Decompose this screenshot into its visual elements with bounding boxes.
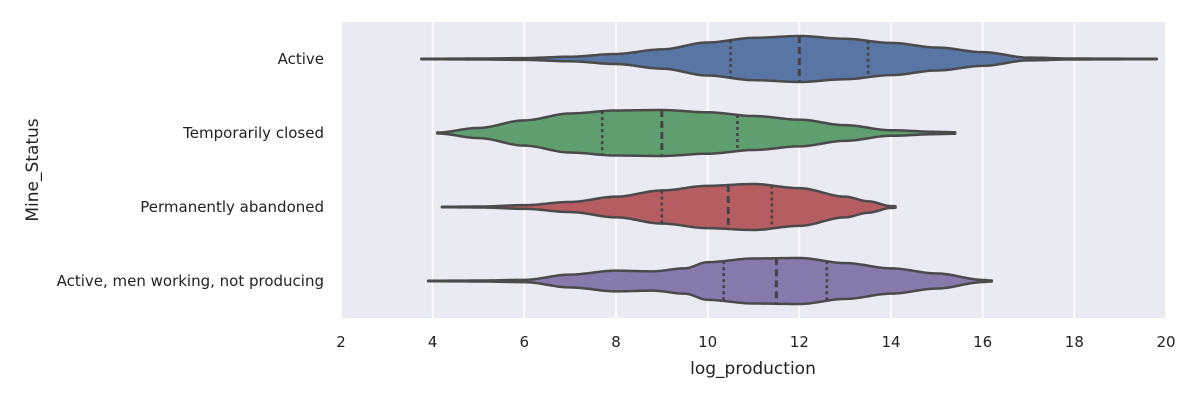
x-tick-label: 12 [790, 333, 809, 351]
violin-1 [436, 108, 957, 158]
x-tick-labels: 2 4 6 8 10 12 14 16 18 20 [336, 333, 1175, 351]
x-axis-label: log_production [690, 359, 816, 379]
y-tick-label: Permanently abandoned [140, 198, 324, 216]
x-tick-label: 4 [428, 333, 438, 351]
violins [419, 34, 1159, 306]
y-tick-labels: Active Temporarily closed Permanently aban… [57, 50, 324, 290]
violin-body [440, 182, 897, 232]
violin-2 [440, 182, 897, 232]
violin-body [436, 108, 957, 158]
x-tick-label: 8 [611, 333, 621, 351]
x-tick-label: 16 [973, 333, 992, 351]
y-axis-label: Mine_Status [23, 118, 43, 221]
x-tick-label: 18 [1065, 333, 1084, 351]
y-tick-label: Temporarily closed [182, 124, 324, 142]
y-tick-label: Active [278, 50, 324, 68]
y-tick-label: Active, men working, not producing [57, 272, 324, 290]
violin-body [419, 34, 1159, 84]
x-tick-label: 20 [1156, 333, 1175, 351]
violin-3 [426, 256, 994, 306]
violin-body [426, 256, 994, 306]
x-tick-label: 6 [520, 333, 530, 351]
x-tick-label: 2 [336, 333, 346, 351]
x-tick-label: 14 [881, 333, 900, 351]
x-tick-label: 10 [698, 333, 717, 351]
violin-0 [419, 34, 1159, 84]
